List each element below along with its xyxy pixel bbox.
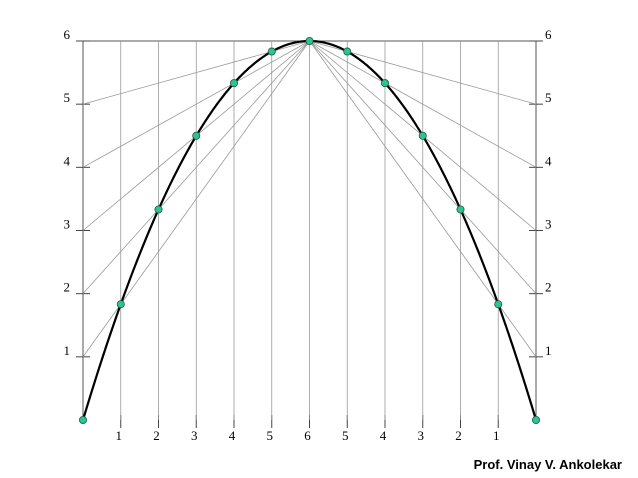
bottom-label: 1	[493, 428, 500, 443]
right-label: 3	[545, 217, 552, 232]
left-label: 6	[64, 27, 71, 42]
point	[456, 205, 465, 214]
bottom-label: 4	[229, 428, 236, 443]
bottom-label: 5	[267, 428, 274, 443]
point	[267, 47, 276, 56]
bottom-label: 5	[342, 428, 349, 443]
right-label: 4	[545, 153, 552, 168]
point	[532, 415, 541, 424]
point	[418, 131, 427, 140]
left-label: 4	[64, 153, 71, 168]
bottom-label: 1	[116, 428, 123, 443]
point	[343, 47, 352, 56]
left-label: 3	[64, 217, 71, 232]
right-label: 6	[545, 27, 552, 42]
bottom-label: 2	[153, 428, 160, 443]
parabola	[81, 39, 537, 421]
right-label: 2	[545, 280, 552, 295]
point	[79, 415, 88, 424]
point	[229, 79, 238, 88]
point	[494, 300, 503, 309]
bottom-label: 3	[191, 428, 198, 443]
right-label: 1	[545, 343, 552, 358]
bottom-label: 3	[418, 428, 425, 443]
left-label: 5	[64, 90, 71, 105]
bottom-label: 2	[455, 428, 462, 443]
point	[380, 79, 389, 88]
left-label: 1	[64, 343, 71, 358]
point	[192, 131, 201, 140]
point	[305, 37, 314, 46]
bottom-label: 4	[380, 428, 387, 443]
bottom-label: 6	[304, 428, 311, 443]
point	[154, 205, 163, 214]
right-label: 5	[545, 90, 552, 105]
point	[116, 300, 125, 309]
author: Prof. Vinay V. Ankolekar	[474, 457, 622, 472]
left-label: 2	[64, 280, 71, 295]
